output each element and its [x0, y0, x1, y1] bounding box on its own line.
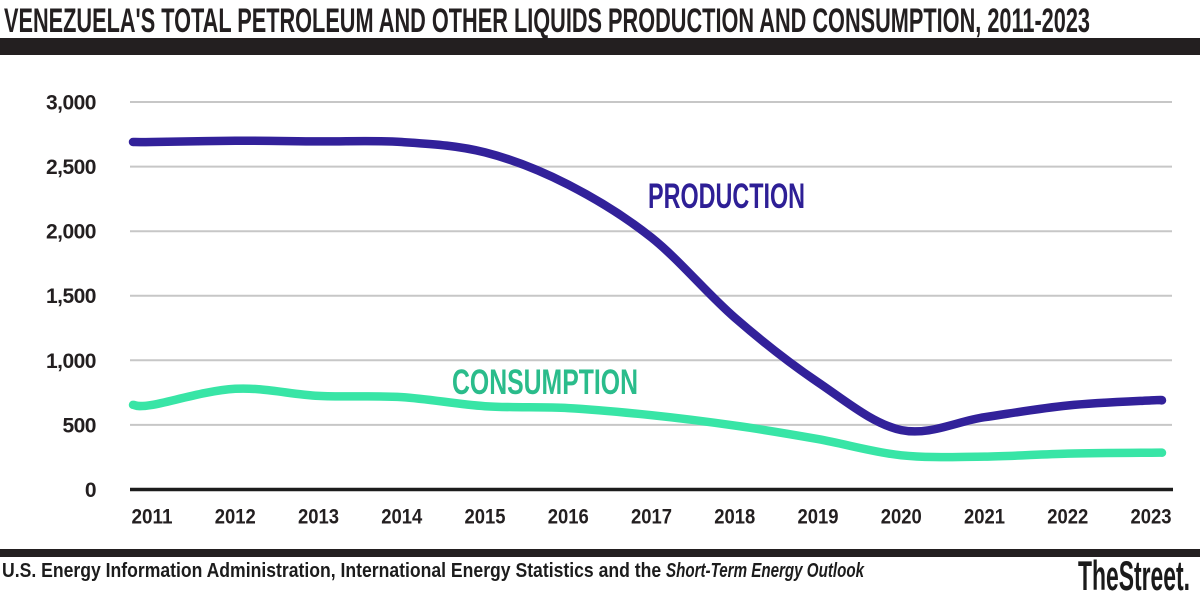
production-line	[128, 136, 1167, 436]
x-tick-label: 2013	[298, 506, 339, 529]
x-tick-label: 2023	[1131, 506, 1172, 529]
y-tick-label: 0	[85, 479, 96, 502]
header: VENEZUELA'S TOTAL PETROLEUM AND OTHER LI…	[0, 2, 1200, 55]
x-tick-label: 2015	[465, 506, 506, 529]
x-tick-label: 2014	[381, 506, 422, 529]
x-tick-label: 2021	[964, 506, 1005, 529]
consumption-label: CONSUMPTION	[452, 363, 638, 402]
line-chart: 0 500 1,000 1,500 2,000 2,500 3,000 2011 2012 201…	[46, 92, 1173, 529]
footer	[0, 549, 1200, 604]
y-tick-label: 500	[62, 414, 96, 437]
brand-logo-text: TheStreet.	[1078, 552, 1190, 598]
title-divider-bar	[0, 38, 1200, 55]
y-tick-label: 2,000	[46, 221, 96, 244]
x-tick-label: 2018	[714, 506, 755, 529]
source-credit: U.S. Energy Information Administration, …	[2, 560, 865, 582]
source-text-italic: Short-Term Energy Outlook	[666, 560, 865, 582]
x-tick-label: 2012	[215, 506, 256, 529]
footer-divider-bar	[0, 549, 1200, 557]
x-tick-label: 2017	[631, 506, 672, 529]
x-tick-label: 2011	[132, 506, 173, 529]
svg-text:U.S. Energy Information Admini: U.S. Energy Information Administration, …	[2, 560, 865, 582]
production-label: PRODUCTION	[648, 177, 805, 216]
y-tick-label: 1,500	[46, 285, 96, 308]
x-tick-label: 2022	[1047, 506, 1088, 529]
x-tick-label: 2019	[798, 506, 839, 529]
chart-title: VENEZUELA'S TOTAL PETROLEUM AND OTHER LI…	[4, 2, 1090, 40]
consumption-line	[128, 384, 1167, 462]
y-tick-label: 1,000	[46, 350, 96, 373]
x-tick-label: 2016	[548, 506, 589, 529]
y-tick-label: 3,000	[46, 92, 96, 115]
source-text: U.S. Energy Information Administration, …	[2, 560, 666, 582]
y-tick-label: 2,500	[46, 156, 96, 179]
brand-logo: TheStreet.	[1078, 552, 1190, 598]
x-tick-label: 2020	[881, 506, 922, 529]
